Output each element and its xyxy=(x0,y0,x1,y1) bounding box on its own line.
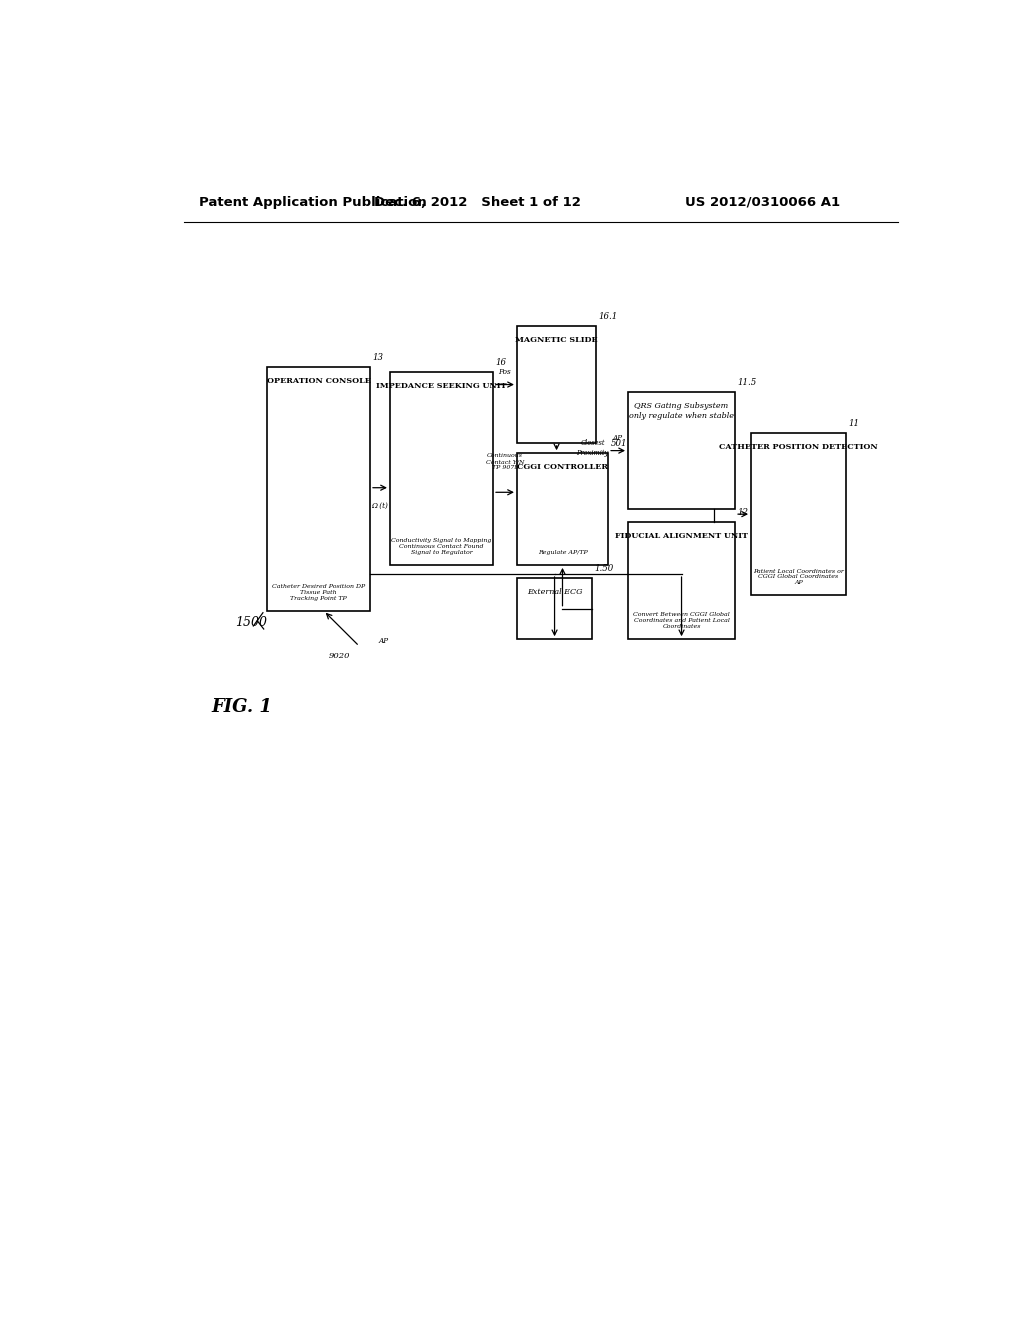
Bar xyxy=(628,523,735,639)
Text: AP: AP xyxy=(613,434,624,442)
Text: Catheter Desired Position DP
Tissue Path
Tracking Point TP: Catheter Desired Position DP Tissue Path… xyxy=(271,583,366,601)
Bar xyxy=(517,578,592,639)
Text: External ECG: External ECG xyxy=(526,589,583,597)
Text: Dec. 6, 2012   Sheet 1 of 12: Dec. 6, 2012 Sheet 1 of 12 xyxy=(374,195,581,209)
Text: 9020: 9020 xyxy=(329,652,350,660)
Text: 501: 501 xyxy=(610,440,627,447)
Text: Patent Application Publication: Patent Application Publication xyxy=(200,195,427,209)
Text: Convert Between CGGI Global
Coordinates and Patient Local
Coordinates: Convert Between CGGI Global Coordinates … xyxy=(633,612,730,630)
Text: 1.50: 1.50 xyxy=(595,564,613,573)
Text: 16: 16 xyxy=(496,358,507,367)
Text: Pos: Pos xyxy=(499,368,511,376)
Text: OPERATION CONSOLE: OPERATION CONSOLE xyxy=(266,378,371,385)
Text: Conductivity Signal to Mapping
Continuous Contact Found
Signal to Regulator: Conductivity Signal to Mapping Continuou… xyxy=(391,539,492,554)
Bar xyxy=(751,433,846,595)
Text: FIG. 1: FIG. 1 xyxy=(211,698,272,717)
Text: CATHETER POSITION DETECTION: CATHETER POSITION DETECTION xyxy=(719,444,878,451)
Bar xyxy=(267,367,370,611)
Text: AP: AP xyxy=(378,638,388,645)
Text: 12: 12 xyxy=(737,508,749,517)
Bar xyxy=(517,326,596,444)
Text: QRS Gating Subsystem
only regulate when stable: QRS Gating Subsystem only regulate when … xyxy=(629,403,734,420)
Text: CGGI CONTROLLER: CGGI CONTROLLER xyxy=(517,463,608,471)
Text: Continuous
Contact Y/N
TP 907b: Continuous Contact Y/N TP 907b xyxy=(485,454,524,470)
Text: 11: 11 xyxy=(849,418,859,428)
Text: 13: 13 xyxy=(373,352,383,362)
Text: Patient Local Coordinates or
CGGI Global Coordinates
AP: Patient Local Coordinates or CGGI Global… xyxy=(754,569,844,585)
Text: IMPEDANCE SEEKING UNIT: IMPEDANCE SEEKING UNIT xyxy=(376,381,507,389)
Text: 11.5: 11.5 xyxy=(737,378,757,387)
Bar xyxy=(628,392,735,510)
Text: MAGNETIC SLIDE: MAGNETIC SLIDE xyxy=(515,337,598,345)
Text: FIDUCIAL ALIGNMENT UNIT: FIDUCIAL ALIGNMENT UNIT xyxy=(615,532,749,540)
Text: 1500: 1500 xyxy=(236,616,267,628)
Text: Regulate AP/TP: Regulate AP/TP xyxy=(538,550,588,554)
Text: Ω (t): Ω (t) xyxy=(372,502,388,510)
Text: US 2012/0310066 A1: US 2012/0310066 A1 xyxy=(685,195,841,209)
Text: 16.1: 16.1 xyxy=(599,312,617,321)
Text: Closest
Proximity: Closest Proximity xyxy=(577,440,608,457)
Bar xyxy=(517,453,608,565)
Bar xyxy=(390,372,494,565)
